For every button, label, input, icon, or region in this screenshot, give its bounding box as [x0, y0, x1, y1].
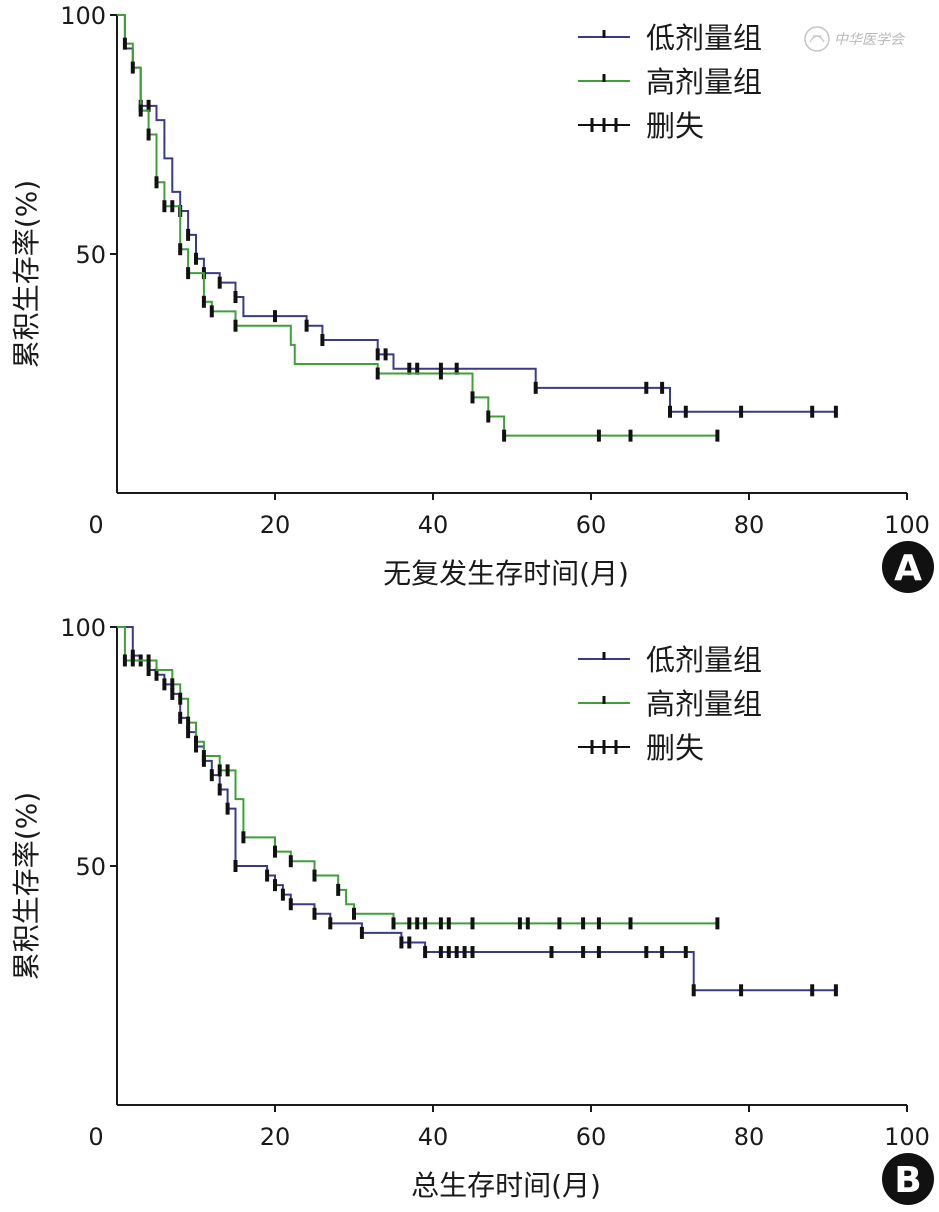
- panel-a-y-axis-title: 累积生存率(%): [10, 180, 43, 368]
- panel-a-series-high-line: [117, 14, 718, 437]
- watermark-seal-icon: [804, 26, 830, 52]
- panel-b: 0 20 40 60 80 100 50 100 总生存时间(月) 累积生存率(%) 低剂量组高剂量…: [10, 614, 934, 1205]
- panel-b-x-tick-label: 100: [884, 1123, 930, 1151]
- panel-b-x-tick-label: 0: [88, 1123, 103, 1151]
- panel-b-series-low-line: [117, 626, 836, 992]
- panel-b-y-tick-label: 50: [75, 853, 106, 881]
- panel-a-legend-label: 高剂量组: [646, 65, 762, 99]
- panel-a-y-tick-label: 100: [60, 2, 106, 30]
- panel-a-x-tick-label: 100: [884, 511, 930, 539]
- panel-a-label-badge: [882, 541, 934, 593]
- panel-a-y-tick-label: 50: [75, 241, 106, 269]
- panel-b-y-axis-title: 累积生存率(%): [10, 792, 43, 980]
- panel-b-legend-label: 高剂量组: [646, 687, 762, 721]
- panel-a-x-tick-label: 40: [418, 511, 449, 539]
- panel-b-label-text: B: [894, 1160, 921, 1201]
- panel-b-legend-label: 低剂量组: [646, 643, 762, 677]
- panel-a-x-tick-label: 20: [260, 511, 291, 539]
- panel-b-label-badge: [882, 1153, 934, 1205]
- panel-b-series-high-line: [117, 626, 718, 925]
- watermark-seal-mark: [809, 35, 825, 43]
- panel-a-label-text: A: [894, 548, 922, 589]
- panel-b-y-tick-label: 100: [60, 614, 106, 642]
- panel-b-x-tick-label: 20: [260, 1123, 291, 1151]
- panel-a-x-tick-label: 80: [734, 511, 765, 539]
- watermark-text: 中华医学会: [834, 32, 906, 48]
- panel-b-x-axis-title: 总生存时间(月): [411, 1169, 601, 1202]
- panel-b-x-tick-label: 60: [576, 1123, 607, 1151]
- panel-a-legend-label: 低剂量组: [646, 21, 762, 55]
- panel-a: 0 20 40 60 80 100 50 100 无复发生存时间(月) 累积生存率(%) 低剂量组高…: [10, 2, 934, 593]
- panel-a-x-tick-label: 60: [576, 511, 607, 539]
- panel-b-legend-label: 删失: [646, 731, 704, 765]
- panel-a-x-axis-title: 无复发生存时间(月): [383, 557, 629, 590]
- panel-a-x-tick-label: 0: [88, 511, 103, 539]
- panel-b-x-tick-label: 80: [734, 1123, 765, 1151]
- panel-a-legend-label: 删失: [646, 109, 704, 143]
- watermark: 中华医学会: [804, 26, 906, 52]
- panel-b-x-tick-label: 40: [418, 1123, 449, 1151]
